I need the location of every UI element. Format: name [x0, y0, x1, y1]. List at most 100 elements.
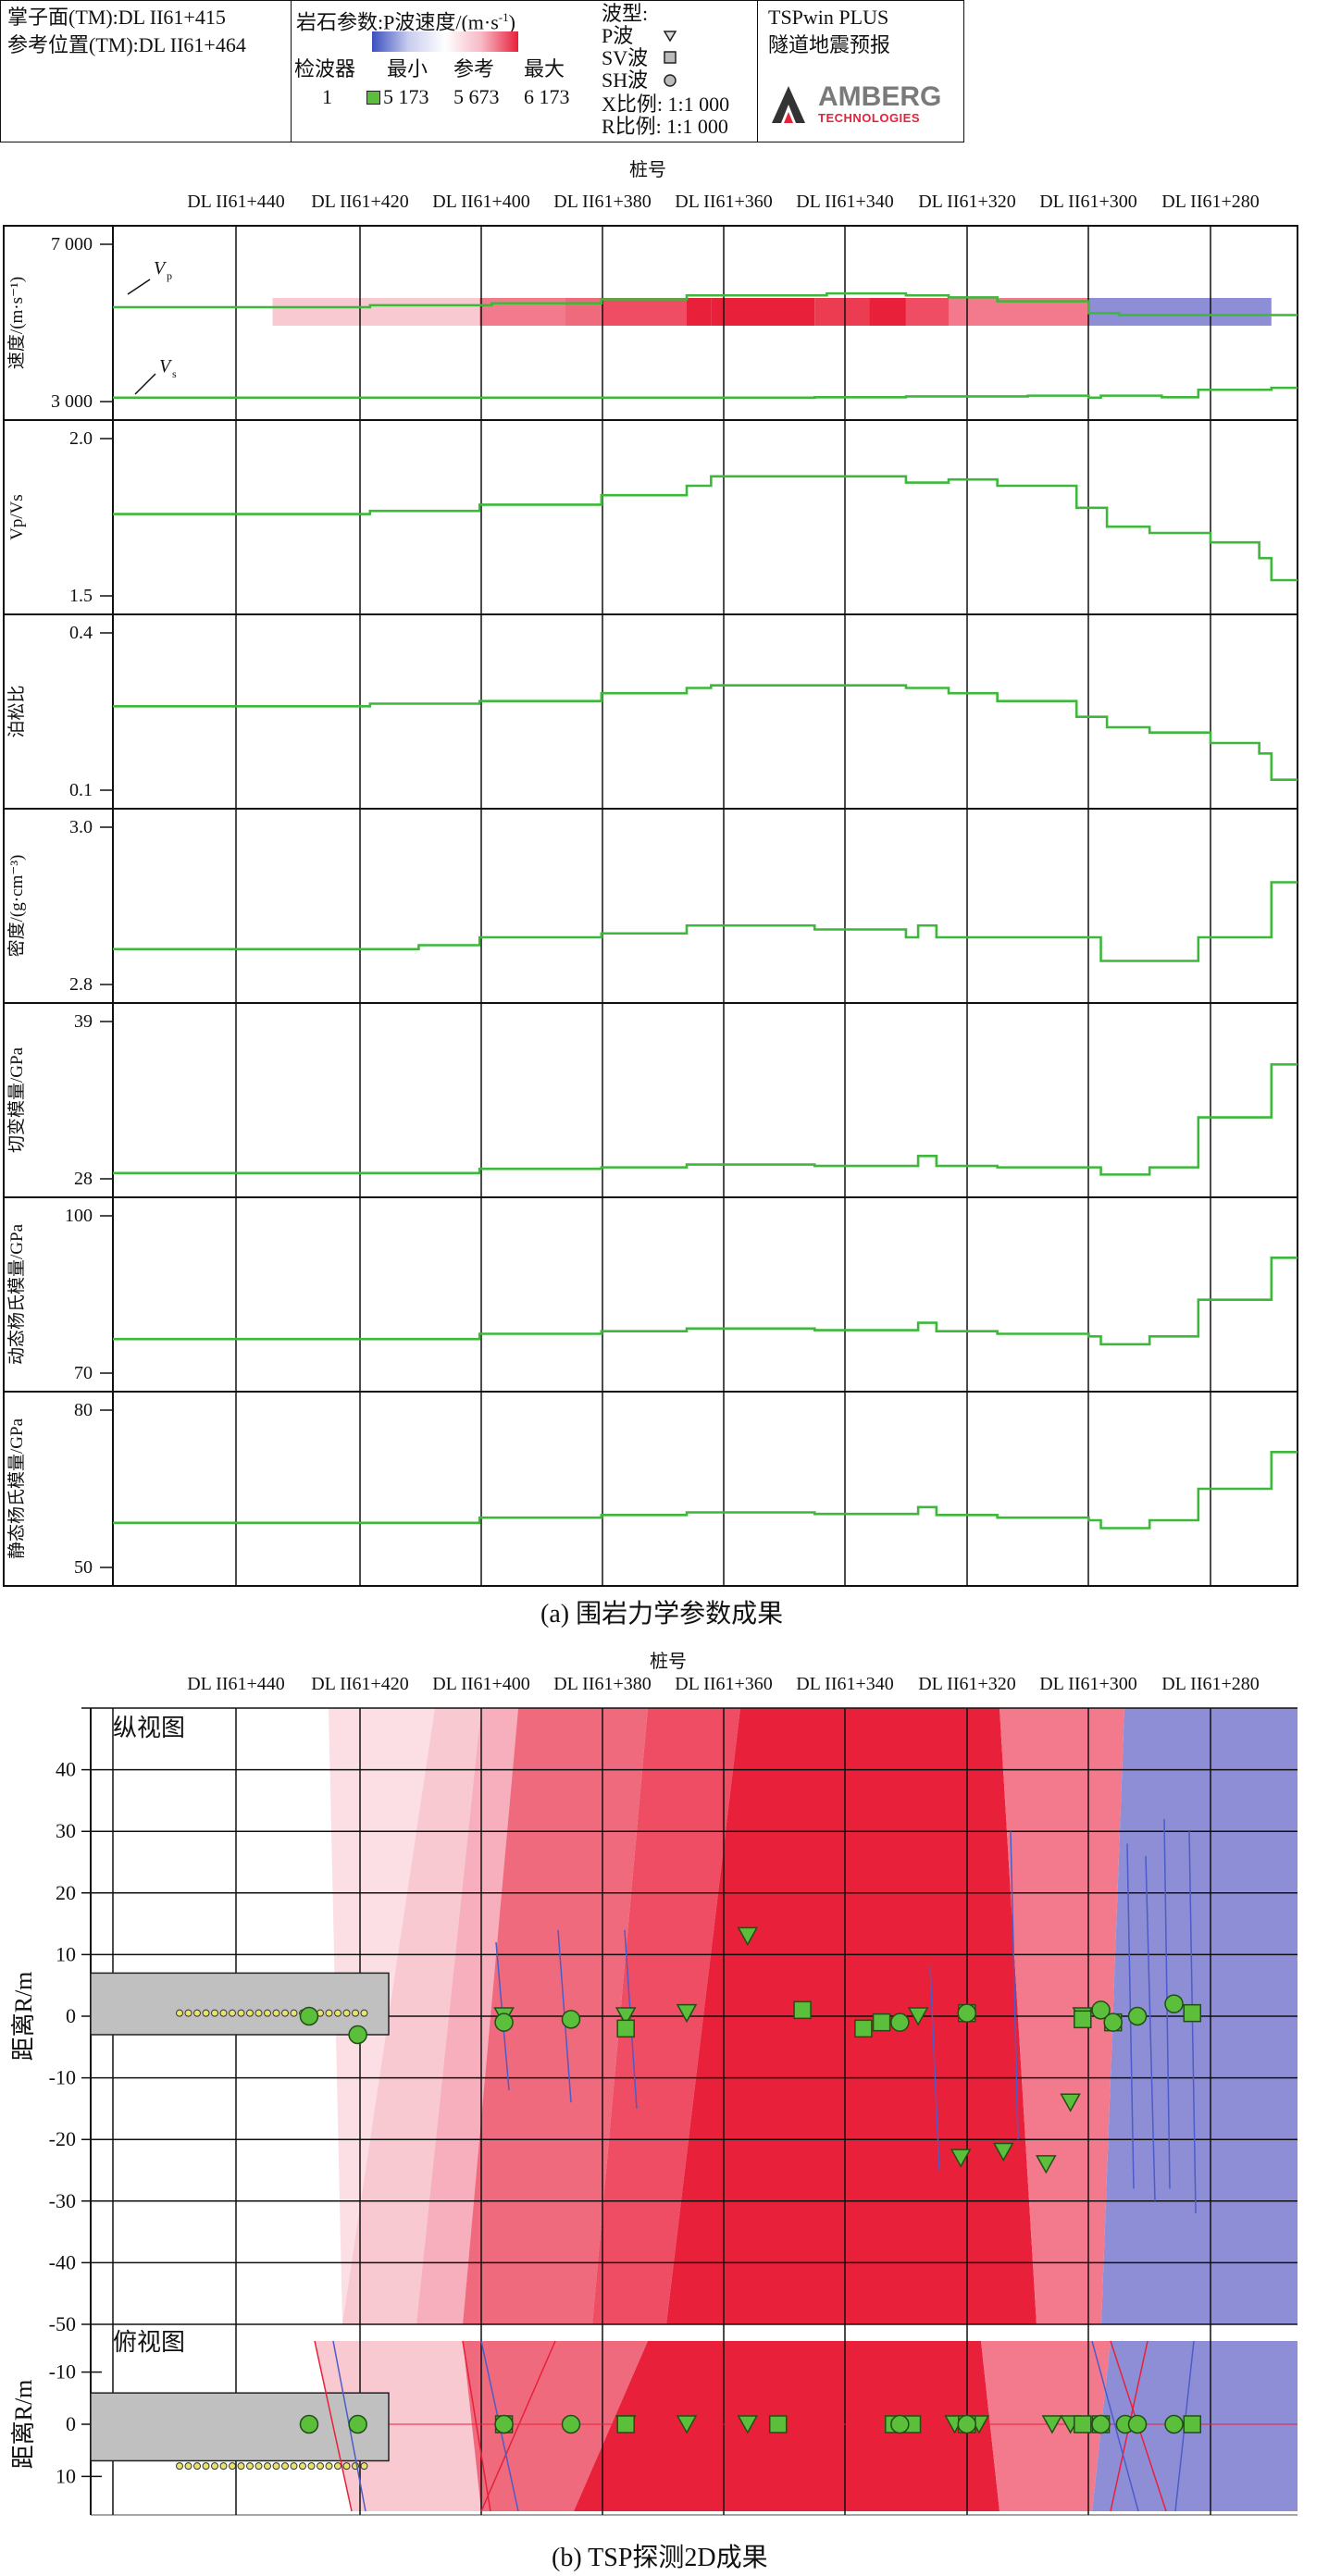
- plan-view-marker: [1127, 2414, 1148, 2434]
- receiver-dot: [317, 2009, 324, 2017]
- plan-view-marker: [1115, 2414, 1136, 2434]
- station-tick-label-b: DL II61+400: [432, 1674, 530, 1694]
- vp-label-sub: p: [167, 269, 172, 282]
- velocity-band-segment: [601, 298, 688, 326]
- series-line: [113, 684, 1298, 781]
- reflector-line: [929, 1966, 940, 2171]
- plan-reflector-red: [462, 2340, 491, 2512]
- rock-param-close: ): [508, 10, 515, 34]
- tunnel-box-plan: [90, 2392, 390, 2462]
- plan-view-marker: [561, 2414, 581, 2434]
- receiver-dot-plan: [325, 2462, 333, 2471]
- side-view-marker: [299, 2006, 319, 2026]
- side-view-marker: [872, 2012, 891, 2032]
- unexplored-zone: [91, 1708, 327, 2324]
- plan-view-marker: [944, 2415, 965, 2434]
- vp-label: V: [154, 258, 168, 279]
- plan-view-marker: [902, 2415, 922, 2434]
- panel-frame: [3, 808, 1298, 1004]
- velocity-band-segment: [814, 298, 870, 326]
- station-tick-label: DL II61+440: [187, 192, 285, 212]
- reflector-line: [495, 1942, 510, 2090]
- velocity-zone: [1101, 1708, 1298, 2324]
- plan-view-marker: [958, 2415, 976, 2434]
- plan-view-marker: [1183, 2415, 1202, 2434]
- plan-velocity-zone: [315, 2341, 481, 2511]
- ref-col-label: 参考: [453, 57, 495, 80]
- receiver-dot: [176, 2009, 183, 2017]
- header-face-box: [0, 0, 292, 142]
- receiver-dot-plan: [307, 2462, 316, 2471]
- plan-reflector-blue: [1174, 2340, 1195, 2512]
- receiver-dot: [299, 2009, 306, 2017]
- tunnel-box-side: [90, 1972, 390, 2036]
- reflector-line: [1126, 1843, 1135, 2189]
- plan-view-marker: [1091, 2414, 1111, 2434]
- software-name: TSPwin PLUS: [768, 6, 889, 29]
- panel-frame: [3, 613, 1298, 810]
- y-axis-label: 密度/(g·cm⁻³): [6, 855, 27, 958]
- y-axis-label: 泊松比: [6, 685, 27, 737]
- station-tick-label-b: DL II61+320: [918, 1674, 1016, 1694]
- receiver-dot-plan: [255, 2462, 263, 2471]
- plan-view-marker: [768, 2415, 788, 2434]
- min-value: 5 173: [383, 85, 429, 108]
- side-view-marker: [494, 2012, 514, 2032]
- plan-view-marker: [676, 2415, 698, 2434]
- velocity-zone: [342, 1708, 481, 2324]
- max-value: 6 173: [524, 85, 570, 108]
- velocity-color-bar: [372, 31, 518, 52]
- panel-a-caption: (a) 围岩力学参数成果: [540, 1600, 784, 1629]
- side-view-marker: [1103, 2012, 1123, 2032]
- receiver-square-icon: [366, 91, 380, 105]
- plan-view-marker: [1060, 2415, 1081, 2434]
- receiver-dot: [219, 2009, 228, 2017]
- receiver-dot-plan: [202, 2462, 210, 2471]
- sh-wave-label: SH波: [602, 68, 649, 92]
- rock-param-label: 岩石参数:P波速度/(m·s-1): [296, 6, 515, 34]
- b-y-tick-label: 20: [56, 1881, 76, 1904]
- plan-reflector-red: [314, 2340, 353, 2512]
- y-tick-label: 28: [74, 1169, 93, 1189]
- station-tick-label: DL II61+420: [311, 192, 409, 212]
- plan-reflector-red: [1110, 2340, 1167, 2512]
- receiver-dot-plan: [290, 2462, 298, 2471]
- logo-sub: TECHNOLOGIES: [818, 111, 921, 125]
- plan-velocity-zone: [1092, 2341, 1298, 2511]
- y-tick-label: 100: [65, 1206, 93, 1226]
- receiver-dot: [184, 2009, 192, 2017]
- velocity-zone: [592, 1708, 740, 2324]
- face-label: 掌子面(TM):DL II61+415: [7, 6, 226, 29]
- series-line: [113, 1063, 1298, 1176]
- side-view-title: 纵视图: [113, 1715, 185, 1741]
- y-tick-label: 39: [74, 1011, 93, 1032]
- y-tick-label: 0.4: [69, 623, 93, 643]
- pv-y-tick-label: 10: [56, 2464, 76, 2487]
- receiver-dot: [237, 2009, 245, 2017]
- reflector-line: [1163, 1818, 1171, 2189]
- side-view-marker: [737, 1926, 759, 1946]
- reflector-line: [1188, 1831, 1197, 2214]
- plan-view-marker: [299, 2414, 319, 2434]
- logo-word: AMBERG: [818, 81, 942, 112]
- axis-title-top: 桩号: [629, 159, 666, 180]
- receiver-dot: [281, 2009, 289, 2017]
- plan-view-marker: [615, 2415, 637, 2434]
- plan-view-marker: [885, 2415, 903, 2434]
- reflector-line: [557, 1929, 572, 2103]
- y-tick-label: 50: [74, 1557, 93, 1578]
- y-axis-label: 速度/(m·s⁻¹): [6, 277, 27, 369]
- y-tick-label: 70: [74, 1363, 93, 1383]
- receiver-dot: [352, 2009, 359, 2017]
- velocity-band-segment: [565, 298, 602, 326]
- side-view-marker: [1164, 1994, 1184, 2013]
- b-y-tick-label: 0: [66, 2004, 76, 2027]
- plan-view-marker: [890, 2414, 910, 2434]
- b-y-tick-label: -40: [49, 2250, 76, 2273]
- side-view-marker: [958, 2003, 976, 2023]
- b-y-tick-label: -20: [49, 2127, 76, 2150]
- receiver-dot-plan: [237, 2462, 245, 2471]
- receiver-dot-plan: [299, 2462, 306, 2471]
- panel-frame: [3, 1002, 1298, 1198]
